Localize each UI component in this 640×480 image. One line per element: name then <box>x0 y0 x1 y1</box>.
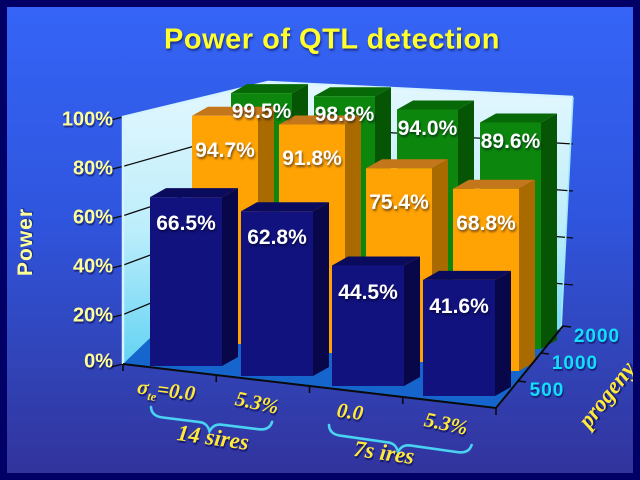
bar-500-cat2-side <box>404 256 420 386</box>
bar-500-cat0-front <box>150 197 222 366</box>
bar-500-cat0-top <box>150 188 238 198</box>
bar-500-cat3-front <box>423 279 495 396</box>
wall-edge-highlight <box>121 80 574 364</box>
depth-axis-tick-2 <box>562 325 572 328</box>
bar-1000-cat0-top <box>192 106 274 116</box>
bar-1000-cat3-top <box>453 179 535 189</box>
bar-2000-cat2-top <box>397 100 474 110</box>
bar-500-cat1-front <box>241 211 313 376</box>
y-axis-tick <box>110 264 124 269</box>
bar-500-cat3-top <box>423 270 511 280</box>
brace-7-sires <box>327 423 473 456</box>
wall-right-edge <box>560 96 574 331</box>
y-axis-tick <box>110 313 124 319</box>
depth-axis-tick-0 <box>517 380 527 383</box>
bar-1000-cat3-side <box>519 179 535 371</box>
depth-axis-tick-1 <box>540 352 550 355</box>
bar-500-cat1-side <box>313 202 329 376</box>
brace-14-sires <box>149 405 274 435</box>
bar-500-cat1-top <box>241 202 329 212</box>
y-axis-tick <box>110 165 124 171</box>
bar-2000-cat3-top <box>480 113 557 123</box>
bar-500-cat2-top <box>332 256 420 266</box>
y-axis-tick <box>110 215 124 220</box>
bar-2000-cat0-top <box>231 84 308 94</box>
bar-2000-cat3-side <box>541 113 557 349</box>
bar-1000-cat2-top <box>366 159 448 169</box>
bar-1000-cat1-top <box>279 115 361 125</box>
bar-500-cat3-side <box>495 270 511 396</box>
bars <box>150 84 557 396</box>
axes <box>122 325 572 416</box>
y-axis-tick <box>110 363 124 368</box>
category-depth-axis-line <box>122 325 564 410</box>
bar-500-cat0-side <box>222 188 238 366</box>
bar-2000-cat1-top <box>314 87 391 97</box>
y-axis-tick <box>110 116 124 121</box>
bar-500-cat2-front <box>332 265 404 386</box>
